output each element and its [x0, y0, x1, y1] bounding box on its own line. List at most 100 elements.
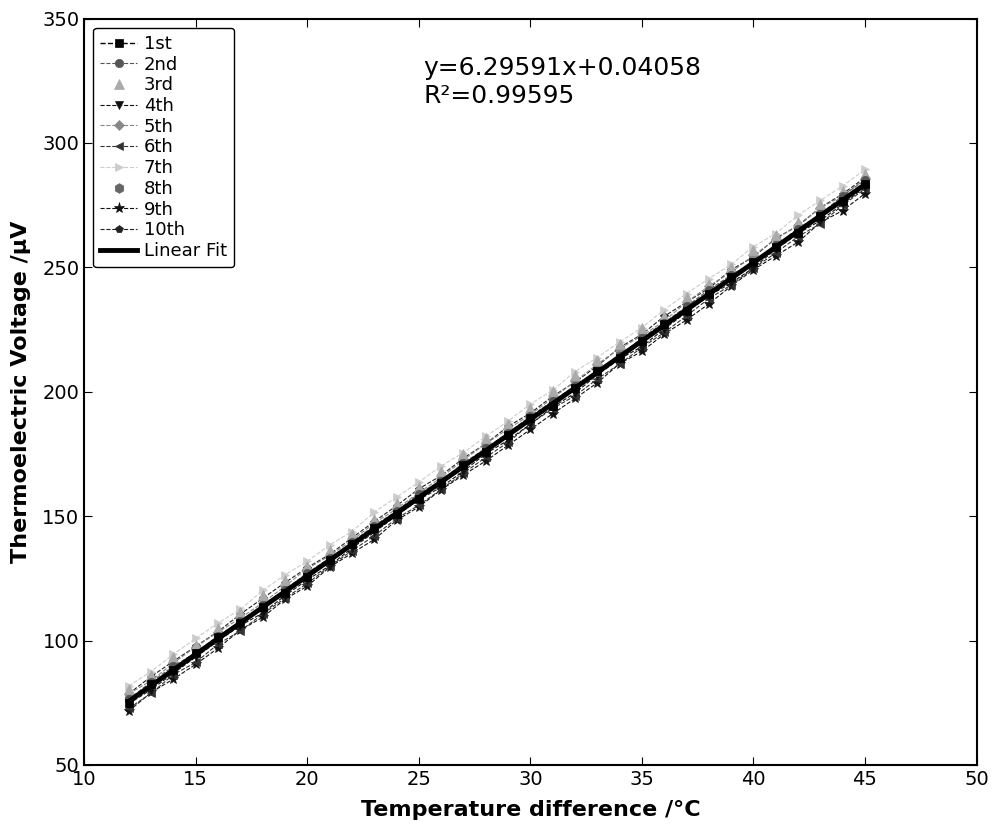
5th	[368, 519, 380, 529]
8th	[391, 505, 403, 515]
10th	[145, 671, 157, 681]
3rd	[636, 323, 648, 333]
3rd	[837, 185, 849, 195]
2nd	[190, 647, 202, 657]
2nd	[480, 444, 492, 454]
1st	[837, 195, 849, 205]
1st	[658, 319, 670, 329]
Legend: 1st, 2nd, 3rd, 4th, 5th, 6th, 7th, 8th, 9th, 10th, Linear Fit: 1st, 2nd, 3rd, 4th, 5th, 6th, 7th, 8th, …	[93, 27, 234, 268]
4th	[480, 449, 492, 459]
2nd	[591, 366, 603, 376]
3rd	[658, 311, 670, 321]
9th	[145, 687, 157, 697]
7th	[257, 586, 269, 596]
9th	[837, 205, 849, 215]
8th	[837, 194, 849, 204]
6th	[703, 293, 715, 303]
5th	[257, 598, 269, 608]
6th	[636, 342, 648, 352]
5th	[547, 393, 559, 403]
3rd	[747, 245, 759, 255]
8th	[123, 695, 135, 705]
1st	[346, 539, 358, 549]
10th	[859, 173, 871, 183]
10th	[234, 609, 246, 619]
1st	[725, 273, 737, 283]
7th	[814, 195, 826, 205]
8th	[614, 348, 626, 358]
Line: 2nd: 2nd	[125, 176, 869, 704]
1st	[368, 523, 380, 533]
9th	[391, 515, 403, 525]
7th	[457, 448, 469, 458]
9th	[234, 625, 246, 635]
6th	[770, 248, 782, 258]
4th	[190, 652, 202, 662]
5th	[770, 234, 782, 244]
8th	[279, 585, 291, 595]
2nd	[636, 332, 648, 342]
6th	[279, 593, 291, 603]
7th	[167, 649, 179, 659]
2nd	[569, 381, 581, 391]
8th	[636, 337, 648, 347]
1st	[859, 179, 871, 189]
1st	[502, 430, 514, 440]
8th	[145, 681, 157, 691]
10th	[524, 408, 536, 418]
3rd	[703, 278, 715, 288]
8th	[591, 366, 603, 376]
9th	[658, 329, 670, 339]
3rd	[681, 292, 693, 302]
10th	[413, 484, 425, 494]
Line: 1st: 1st	[125, 180, 869, 707]
2nd	[859, 175, 871, 185]
7th	[502, 416, 514, 426]
8th	[234, 616, 246, 626]
9th	[435, 484, 447, 494]
4th	[301, 575, 313, 585]
8th	[457, 460, 469, 470]
1st	[190, 648, 202, 658]
9th	[368, 534, 380, 544]
6th	[234, 626, 246, 636]
4th	[725, 278, 737, 288]
5th	[837, 191, 849, 201]
10th	[747, 252, 759, 262]
5th	[502, 424, 514, 434]
10th	[547, 391, 559, 401]
6th	[301, 578, 313, 588]
5th	[413, 488, 425, 498]
8th	[814, 209, 826, 219]
Line: 6th: 6th	[125, 184, 869, 712]
10th	[480, 439, 492, 449]
6th	[747, 263, 759, 273]
6th	[859, 184, 871, 194]
9th	[725, 281, 737, 291]
7th	[859, 165, 871, 175]
6th	[524, 419, 536, 429]
1st	[569, 382, 581, 392]
9th	[346, 548, 358, 558]
8th	[480, 446, 492, 456]
10th	[502, 421, 514, 431]
9th	[681, 315, 693, 325]
4th	[391, 511, 403, 521]
7th	[123, 681, 135, 691]
4th	[234, 621, 246, 631]
9th	[257, 612, 269, 622]
3rd	[770, 230, 782, 240]
3rd	[301, 561, 313, 571]
6th	[457, 468, 469, 478]
8th	[658, 321, 670, 331]
3rd	[524, 403, 536, 413]
8th	[547, 396, 559, 406]
2nd	[502, 428, 514, 438]
8th	[792, 224, 804, 234]
2nd	[257, 600, 269, 610]
6th	[591, 374, 603, 384]
2nd	[547, 396, 559, 406]
7th	[681, 288, 693, 298]
3rd	[614, 339, 626, 349]
4th	[814, 216, 826, 226]
